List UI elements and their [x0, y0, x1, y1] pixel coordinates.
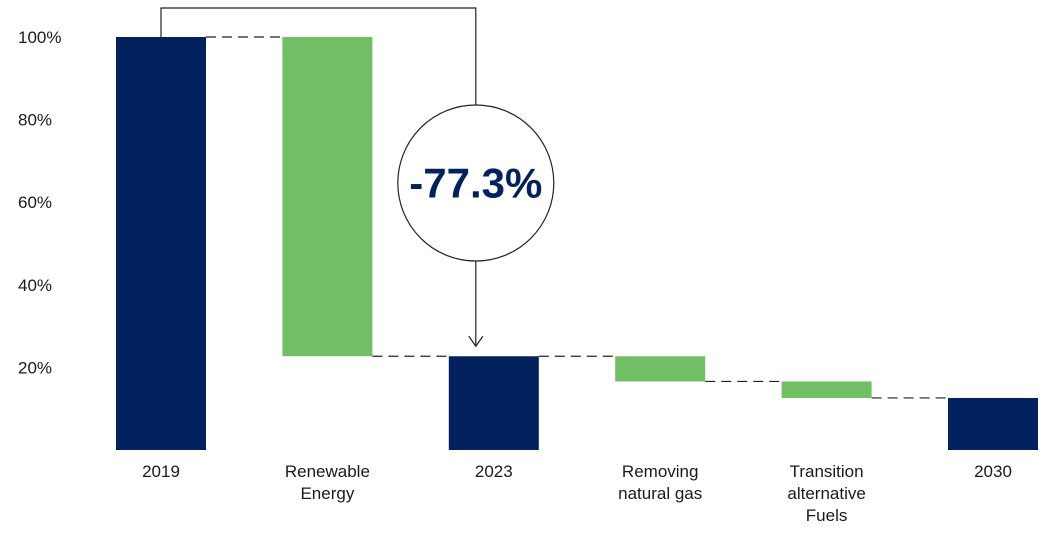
reduction-percentage: -77.3%	[409, 160, 542, 207]
x-category-label: Transition alternative Fuels	[787, 462, 865, 525]
x-category-label: 2019	[142, 462, 180, 481]
x-category-label: 2023	[475, 462, 513, 481]
bar-2019	[116, 37, 206, 450]
y-tick-label: 40%	[18, 276, 52, 295]
bar-2023	[448, 356, 539, 450]
y-tick-label: 100%	[18, 28, 61, 47]
y-tick-label: 80%	[18, 111, 52, 130]
reduction-callout: -77.3%	[160, 7, 555, 348]
x-category-label: Renewable Energy	[285, 462, 370, 503]
connector-lines	[206, 36, 948, 399]
bar-2030	[948, 397, 1038, 450]
y-axis: 20% 40% 60% 80% 100%	[18, 28, 61, 377]
y-tick-label: 60%	[18, 193, 52, 212]
bars	[116, 37, 1038, 450]
bar-transition-alternative-fuels	[781, 381, 872, 398]
y-tick-label: 20%	[18, 358, 52, 377]
bar-renewable-energy	[282, 37, 373, 357]
callout-circle	[397, 104, 555, 262]
callout-arrowhead-icon	[468, 335, 484, 348]
bar-removing-natural-gas	[615, 356, 706, 382]
x-axis: 2019 Renewable Energy 2023 Removing natural g…	[142, 462, 1012, 525]
x-category-label: Removing natural gas	[618, 462, 702, 503]
x-category-label: 2030	[974, 462, 1012, 481]
